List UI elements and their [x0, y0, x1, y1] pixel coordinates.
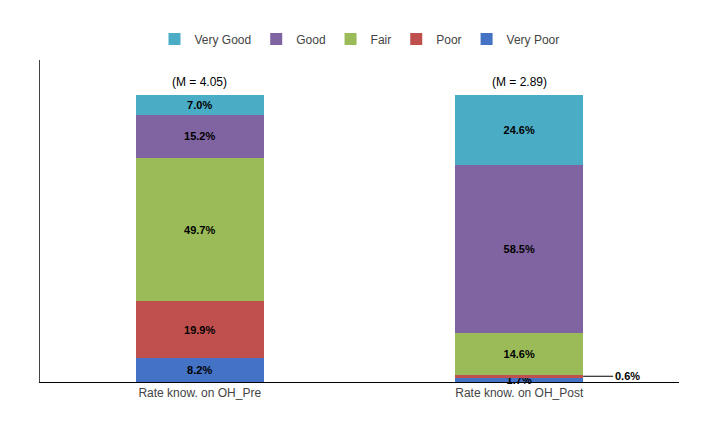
svg-text:1.7%: 1.7%: [507, 374, 532, 386]
svg-text:49.7%: 49.7%: [184, 224, 215, 236]
svg-text:7.0%: 7.0%: [187, 99, 212, 111]
svg-text:Fair: Fair: [371, 33, 392, 47]
svg-text:Good: Good: [296, 33, 325, 47]
svg-text:15.2%: 15.2%: [184, 130, 215, 142]
svg-text:8.2%: 8.2%: [187, 364, 212, 376]
svg-text:Very Poor: Very Poor: [507, 33, 560, 47]
svg-text:Poor: Poor: [436, 33, 461, 47]
svg-text:Rate know. on OH_Pre: Rate know. on OH_Pre: [138, 386, 261, 400]
svg-text:58.5%: 58.5%: [504, 243, 535, 255]
svg-text:24.6%: 24.6%: [504, 124, 535, 136]
svg-text:Rate know. on OH_Post: Rate know. on OH_Post: [455, 386, 584, 400]
svg-text:Very Good: Very Good: [195, 33, 252, 47]
svg-text:14.6%: 14.6%: [504, 348, 535, 360]
svg-text:0.6%: 0.6%: [615, 370, 640, 382]
svg-text:(M = 2.89): (M = 2.89): [492, 75, 547, 89]
svg-text:(M = 4.05): (M = 4.05): [172, 75, 227, 89]
svg-text:19.9%: 19.9%: [184, 324, 215, 336]
